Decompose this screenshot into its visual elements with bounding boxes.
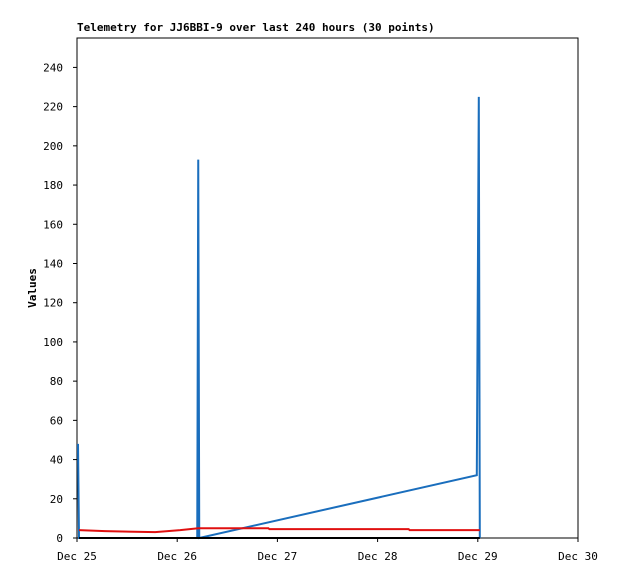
y-tick-label: 40 [50,454,63,467]
y-tick-label: 180 [43,179,63,192]
y-tick-label: 220 [43,101,63,114]
y-axis-label: Values [26,268,39,308]
y-tick-label: 0 [56,532,63,545]
y-tick-label: 160 [43,218,63,231]
y-tick-label: 120 [43,297,63,310]
series-line [78,527,480,534]
plot-frame [76,37,579,539]
x-tick-label: Dec 25 [57,550,97,563]
y-tick-label: 60 [50,414,63,427]
y-tick-label: 80 [50,375,63,388]
y-tick-label: 100 [43,336,63,349]
y-tick-label: 200 [43,140,63,153]
chart-title: Telemetry for JJ6BBI-9 over last 240 hou… [77,21,435,34]
x-tick-label: Dec 26 [157,550,197,563]
x-tick-label: Dec 29 [458,550,498,563]
y-tick-label: 140 [43,257,63,270]
x-tick-label: Dec 28 [358,550,398,563]
y-tick-label: 240 [43,61,63,74]
x-tick-label: Dec 30 [558,550,598,563]
y-tick-label: 20 [50,493,63,506]
x-tick-label: Dec 27 [258,550,298,563]
